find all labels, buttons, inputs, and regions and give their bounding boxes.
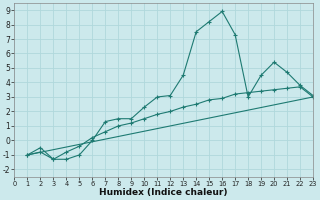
- X-axis label: Humidex (Indice chaleur): Humidex (Indice chaleur): [100, 188, 228, 197]
